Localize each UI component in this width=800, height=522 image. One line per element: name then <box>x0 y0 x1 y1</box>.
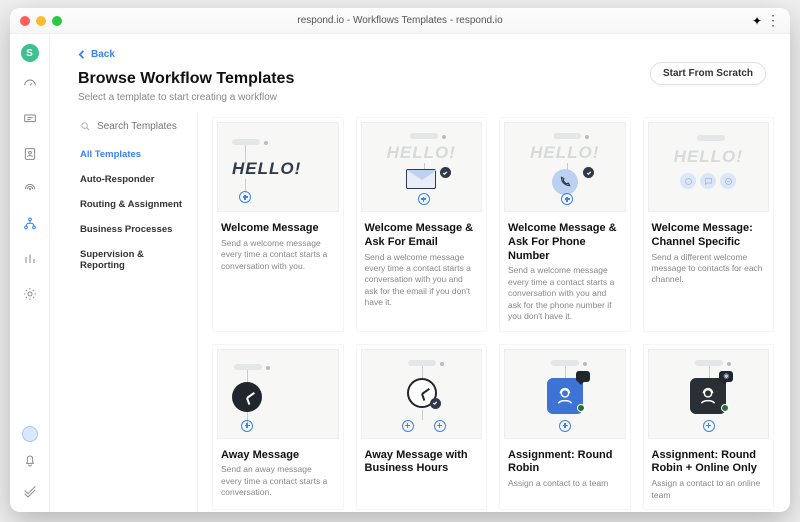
search-box[interactable] <box>78 117 187 142</box>
template-title: Assignment: Round Robin + Online Only <box>644 443 774 479</box>
nav-dashboard[interactable] <box>22 76 38 97</box>
template-description: Send a welcome message every time a cont… <box>357 252 487 317</box>
template-description: Send a welcome message every time a cont… <box>213 238 343 280</box>
template-description: Assign a contact to a team <box>500 478 630 497</box>
minimize-window-button[interactable] <box>36 16 46 26</box>
template-description: Send a welcome message every time a cont… <box>500 265 630 330</box>
template-card[interactable]: ◉ Assignment: Round Robin + Online OnlyA… <box>643 344 775 510</box>
notifications-icon[interactable] <box>22 452 38 473</box>
search-input[interactable] <box>97 121 185 132</box>
category-list: All Templates Auto-Responder Routing & Ass… <box>78 142 187 278</box>
category-sidebar: All Templates Auto-Responder Routing & Ass… <box>78 113 198 512</box>
template-card[interactable]: HELLO! Welcome Message & Ask For EmailSe… <box>356 117 488 332</box>
nav-broadcast[interactable] <box>22 181 38 202</box>
template-title: Welcome Message & Ask For Email <box>357 216 487 252</box>
template-scroll-area[interactable]: HELLO! Welcome MessageSend a welcome mes… <box>198 113 790 512</box>
template-grid: HELLO! Welcome MessageSend a welcome mes… <box>212 117 774 510</box>
close-window-button[interactable] <box>20 16 30 26</box>
overflow-menu-icon[interactable]: ⋮ <box>766 12 780 29</box>
category-item[interactable]: Routing & Assignment <box>78 192 187 217</box>
window-controls <box>20 16 62 26</box>
template-card[interactable]: HELLO! Welcome MessageSend a welcome mes… <box>212 117 344 332</box>
user-avatar[interactable] <box>22 426 38 442</box>
template-description: Send an away message every time a contac… <box>213 464 343 506</box>
category-label: All Templates <box>80 149 141 160</box>
back-link-label: Back <box>91 49 115 60</box>
template-card[interactable]: HELLO! Welcome Message: Channel Specific… <box>643 117 775 332</box>
category-item[interactable]: Auto-Responder <box>78 167 187 192</box>
category-label: Supervision & Reporting <box>80 249 144 271</box>
template-description: Assign a contact to an online team <box>644 478 774 509</box>
nav-contacts[interactable] <box>22 146 38 167</box>
start-from-scratch-button[interactable]: Start From Scratch <box>650 62 766 85</box>
app-window: respond.io - Workflows Templates - respo… <box>10 8 790 512</box>
category-item[interactable]: Business Processes <box>78 217 187 242</box>
template-card[interactable]: Away Message with Business Hours <box>356 344 488 510</box>
extension-icon[interactable]: ✦ <box>752 14 762 28</box>
template-thumbnail: HELLO! <box>361 122 483 212</box>
template-card[interactable]: Assignment: Round RobinAssign a contact … <box>499 344 631 510</box>
category-label: Auto-Responder <box>80 174 154 185</box>
template-thumbnail <box>504 349 626 439</box>
template-title: Welcome Message: Channel Specific <box>644 216 774 252</box>
page-header: Back Browse Workflow Templates Select a … <box>50 34 790 113</box>
template-thumbnail <box>361 349 483 439</box>
nav-rail: S <box>10 34 50 512</box>
template-card[interactable]: HELLO! Welcome Message & Ask For Phone N… <box>499 117 631 332</box>
category-item[interactable]: All Templates <box>78 142 187 167</box>
template-title: Welcome Message & Ask For Phone Number <box>500 216 630 265</box>
nav-settings[interactable] <box>22 286 38 307</box>
nav-reports[interactable] <box>22 251 38 272</box>
template-thumbnail: ◉ <box>648 349 770 439</box>
brand-check-icon <box>22 483 38 504</box>
page-subtitle: Select a template to start creating a wo… <box>78 92 766 103</box>
category-label: Business Processes <box>80 224 172 235</box>
window-title: respond.io - Workflows Templates - respo… <box>10 15 790 26</box>
category-label: Routing & Assignment <box>80 199 182 210</box>
template-title: Assignment: Round Robin <box>500 443 630 479</box>
maximize-window-button[interactable] <box>52 16 62 26</box>
search-icon <box>80 121 91 132</box>
back-link[interactable]: Back <box>78 49 115 60</box>
template-title: Welcome Message <box>213 216 343 238</box>
template-thumbnail: HELLO! <box>217 122 339 212</box>
workspace-avatar[interactable]: S <box>21 44 39 62</box>
template-title: Away Message <box>213 443 343 465</box>
template-card[interactable]: Away MessageSend an away message every t… <box>212 344 344 510</box>
category-item[interactable]: Supervision & Reporting <box>78 242 187 278</box>
nav-workflows[interactable] <box>22 216 38 237</box>
template-thumbnail <box>217 349 339 439</box>
titlebar: respond.io - Workflows Templates - respo… <box>10 8 790 34</box>
nav-messages[interactable] <box>22 111 38 132</box>
template-thumbnail: HELLO! <box>648 122 770 212</box>
template-description: Send a different welcome message to cont… <box>644 252 774 294</box>
template-thumbnail: HELLO! <box>504 122 626 212</box>
template-title: Away Message with Business Hours <box>357 443 487 479</box>
template-description <box>357 478 487 486</box>
